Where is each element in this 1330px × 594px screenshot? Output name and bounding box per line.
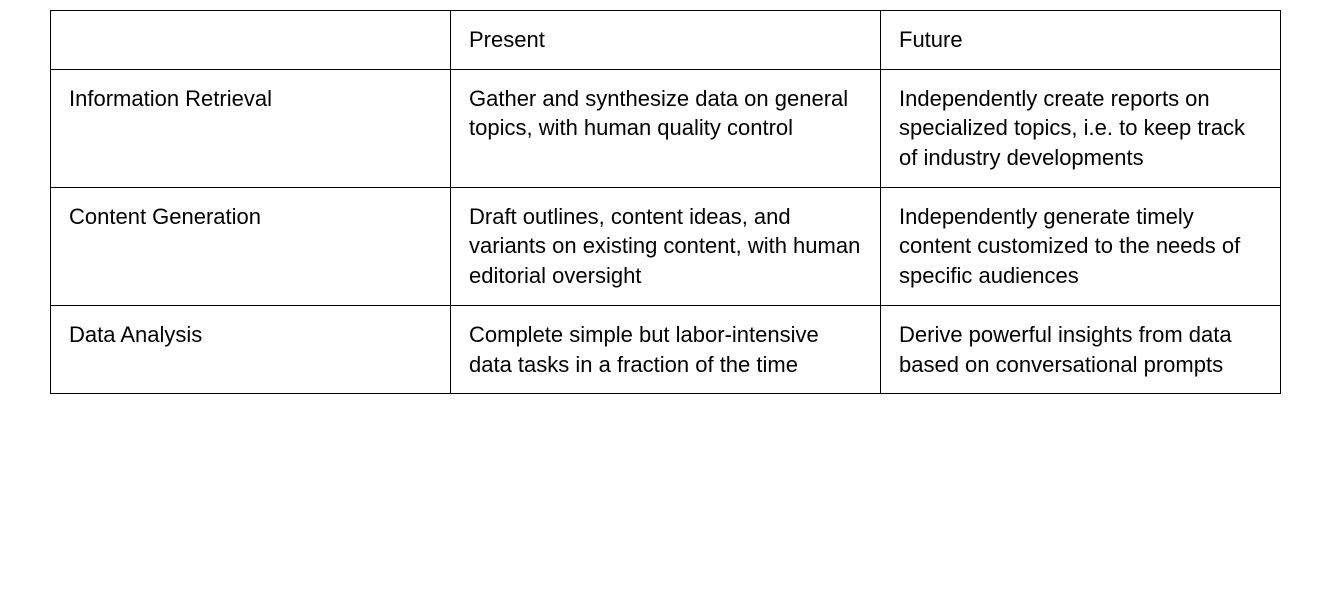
header-cell-empty [51, 11, 451, 70]
present-cell: Draft outlines, content ideas, and varia… [451, 187, 881, 305]
present-cell: Gather and synthesize data on general to… [451, 69, 881, 187]
header-cell-future: Future [881, 11, 1281, 70]
table-row: Data Analysis Complete simple but labor-… [51, 305, 1281, 393]
table-header-row: Present Future [51, 11, 1281, 70]
header-cell-present: Present [451, 11, 881, 70]
table-row: Content Generation Draft outlines, conte… [51, 187, 1281, 305]
row-label-cell: Information Retrieval [51, 69, 451, 187]
row-label-cell: Data Analysis [51, 305, 451, 393]
table-row: Information Retrieval Gather and synthes… [51, 69, 1281, 187]
future-cell: Independently generate timely content cu… [881, 187, 1281, 305]
comparison-table: Present Future Information Retrieval Gat… [50, 10, 1281, 394]
present-cell: Complete simple but labor-intensive data… [451, 305, 881, 393]
future-cell: Derive powerful insights from data based… [881, 305, 1281, 393]
row-label-cell: Content Generation [51, 187, 451, 305]
future-cell: Independently create reports on speciali… [881, 69, 1281, 187]
